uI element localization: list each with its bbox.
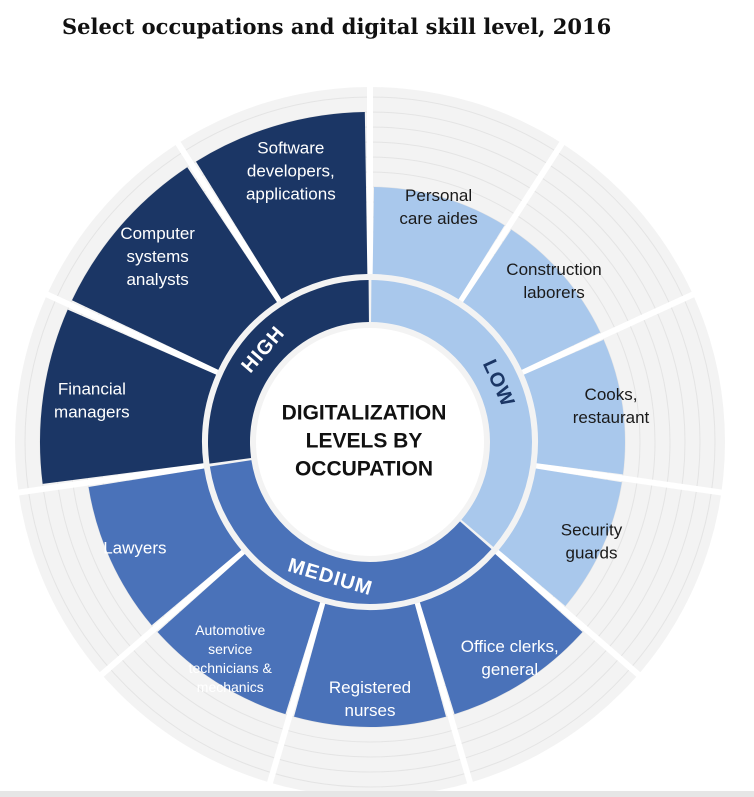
center-label-line: OCCUPATION — [295, 458, 433, 481]
label-cooks-restaurant: Cooks, restaurant — [573, 385, 650, 427]
segment-automotive-service-technicians-mechanics — [157, 553, 321, 715]
center-label-line: DIGITALIZATION — [282, 402, 447, 425]
bottom-scroll-bar — [0, 791, 754, 797]
background-divider — [15, 462, 205, 496]
label-security-guards: Security guards — [561, 521, 623, 563]
center-label-line: LEVELS BY — [306, 430, 423, 453]
segment-financial-managers — [40, 309, 217, 484]
background-divider — [458, 139, 567, 303]
segment-office-clerks-general — [419, 553, 583, 715]
background-divider — [173, 139, 282, 303]
label-software-developers-applications: Software developers, applications — [246, 139, 336, 204]
label-registered-nurses: Registered nurses — [329, 678, 411, 720]
background-divider — [521, 290, 697, 375]
background-divider — [414, 602, 474, 787]
level-ring-low — [371, 280, 532, 548]
center-circle — [256, 328, 484, 556]
segment-registered-nurses — [294, 603, 446, 727]
label-computer-systems-analysts: Computer systems analysts — [120, 224, 195, 289]
segment-cooks-restaurant — [523, 339, 625, 475]
chart-title: Select occupations and digital skill lev… — [62, 14, 612, 39]
segment-computer-systems-analysts — [72, 167, 277, 370]
segment-construction-laborers — [463, 229, 601, 370]
level-ring-medium — [209, 460, 492, 604]
segment-security-guards — [498, 468, 622, 606]
label-personal-care-aides: Personal care aides — [399, 186, 477, 228]
label-automotive-service-technicians-mechanics: Automotive service technicians & mechanics — [189, 622, 273, 695]
segment-lawyers — [88, 468, 242, 626]
background-divider — [97, 549, 245, 679]
level-ring-high — [208, 280, 369, 464]
background-divider — [43, 290, 219, 375]
segment-personal-care-aides — [372, 187, 505, 300]
label-lawyers: Lawyers — [103, 539, 166, 558]
label-office-clerks-general: Office clerks, general — [461, 637, 559, 679]
label-construction-laborers: Construction laborers — [506, 260, 601, 302]
center-label: DIGITALIZATION LEVELS BY OCCUPATION — [256, 328, 484, 556]
background-divider — [495, 549, 643, 679]
background-divider — [266, 602, 326, 787]
label-financial-managers: Financial managers — [54, 380, 130, 422]
segment-software-developers-applications — [195, 112, 368, 300]
background-divider — [535, 462, 725, 496]
occupation-segments: Personal care aides Construction laborers Co… — [40, 112, 650, 727]
